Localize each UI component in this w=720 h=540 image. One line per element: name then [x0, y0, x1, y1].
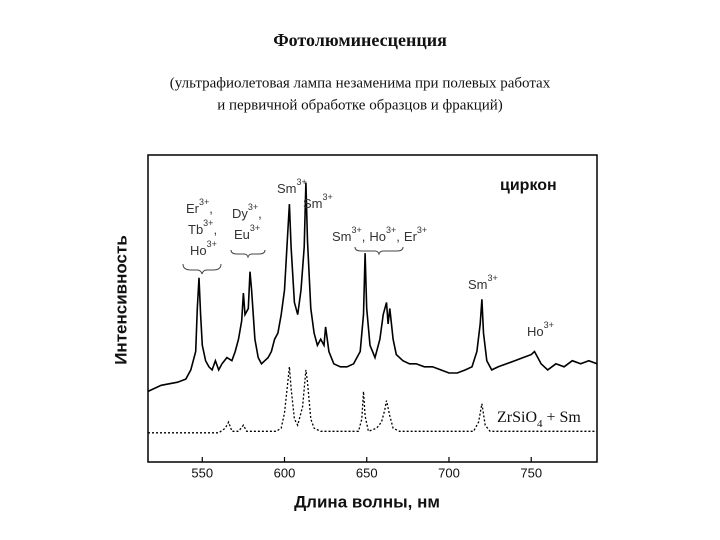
- ion-label: Er3+,: [186, 197, 213, 216]
- ion-charge: 3+: [417, 225, 427, 235]
- x-tick-label: 700: [438, 465, 460, 480]
- ion-label: Sm3+: [277, 177, 307, 196]
- ion-symbol: Sm: [303, 196, 323, 211]
- x-axis-label: Длина волны, нм: [294, 492, 440, 511]
- x-tick-label: 750: [520, 465, 542, 480]
- ion-label: Sm3+: [303, 192, 333, 211]
- ion-symbol: Sm: [468, 277, 488, 292]
- series-line: [148, 366, 597, 434]
- ion-label: Sm3+: [468, 273, 498, 292]
- ion-charge: 3+: [386, 225, 396, 235]
- plot-frame: [147, 154, 598, 463]
- separator: ,: [362, 229, 366, 244]
- brace: [354, 246, 404, 256]
- ion-symbol: Ho: [190, 243, 207, 258]
- subtitle: (ультрафиолетовая лампа незаменима при п…: [170, 75, 551, 91]
- ion-symbol: Sm: [332, 229, 352, 244]
- brace: [230, 249, 266, 259]
- ion-symbol: Ho: [527, 324, 544, 339]
- ion-symbol: Er: [186, 201, 200, 216]
- subtitle: и первичной обработке образцов и фракций…: [217, 97, 503, 113]
- ion-label: Ho3+: [190, 239, 217, 258]
- ion-label: Dy3+,: [232, 202, 262, 221]
- braces: [182, 246, 404, 275]
- x-tick-label: 550: [191, 465, 213, 480]
- series-label: циркон: [500, 177, 557, 194]
- ion-charge: 3+: [544, 320, 554, 330]
- ion-symbol: Er: [404, 229, 418, 244]
- series-line: [147, 182, 598, 393]
- ion-symbol: Ho: [369, 229, 386, 244]
- separator: ,: [213, 222, 217, 237]
- series-label: ZrSiO4 + Sm: [497, 409, 581, 430]
- separator: ,: [396, 229, 400, 244]
- ion-charge: 3+: [203, 218, 213, 228]
- ion-label: Ho3+: [527, 320, 554, 339]
- x-tick-label: 650: [356, 465, 378, 480]
- ion-charge: 3+: [248, 202, 258, 212]
- title: Фотолюминесценция: [273, 30, 447, 50]
- ion-symbol: Tb: [188, 222, 203, 237]
- ion-symbol: Sm: [277, 181, 297, 196]
- ion-charge: 3+: [199, 197, 209, 207]
- ion-charge: 3+: [323, 192, 333, 202]
- ion-label: Sm3+, Ho3+, Er3+: [332, 225, 427, 244]
- brace: [182, 263, 222, 275]
- series-label-part: ZrSiO: [497, 409, 537, 426]
- ion-charge: 3+: [488, 273, 498, 283]
- ion-symbol: Dy: [232, 206, 248, 221]
- ion-symbol: Eu: [234, 227, 250, 242]
- x-tick-label: 600: [274, 465, 296, 480]
- y-axis-label: Интенсивность: [111, 235, 130, 365]
- separator: ,: [209, 201, 213, 216]
- series-label-part: 4: [537, 418, 543, 430]
- ion-charge: 3+: [250, 223, 260, 233]
- ion-charge: 3+: [207, 239, 217, 249]
- ion-charge: 3+: [297, 177, 307, 187]
- separator: ,: [258, 206, 262, 221]
- ion-label: Tb3+,: [188, 218, 217, 237]
- series-label-part: + Sm: [543, 409, 582, 426]
- ion-label: Eu3+: [234, 223, 260, 242]
- ion-charge: 3+: [352, 225, 362, 235]
